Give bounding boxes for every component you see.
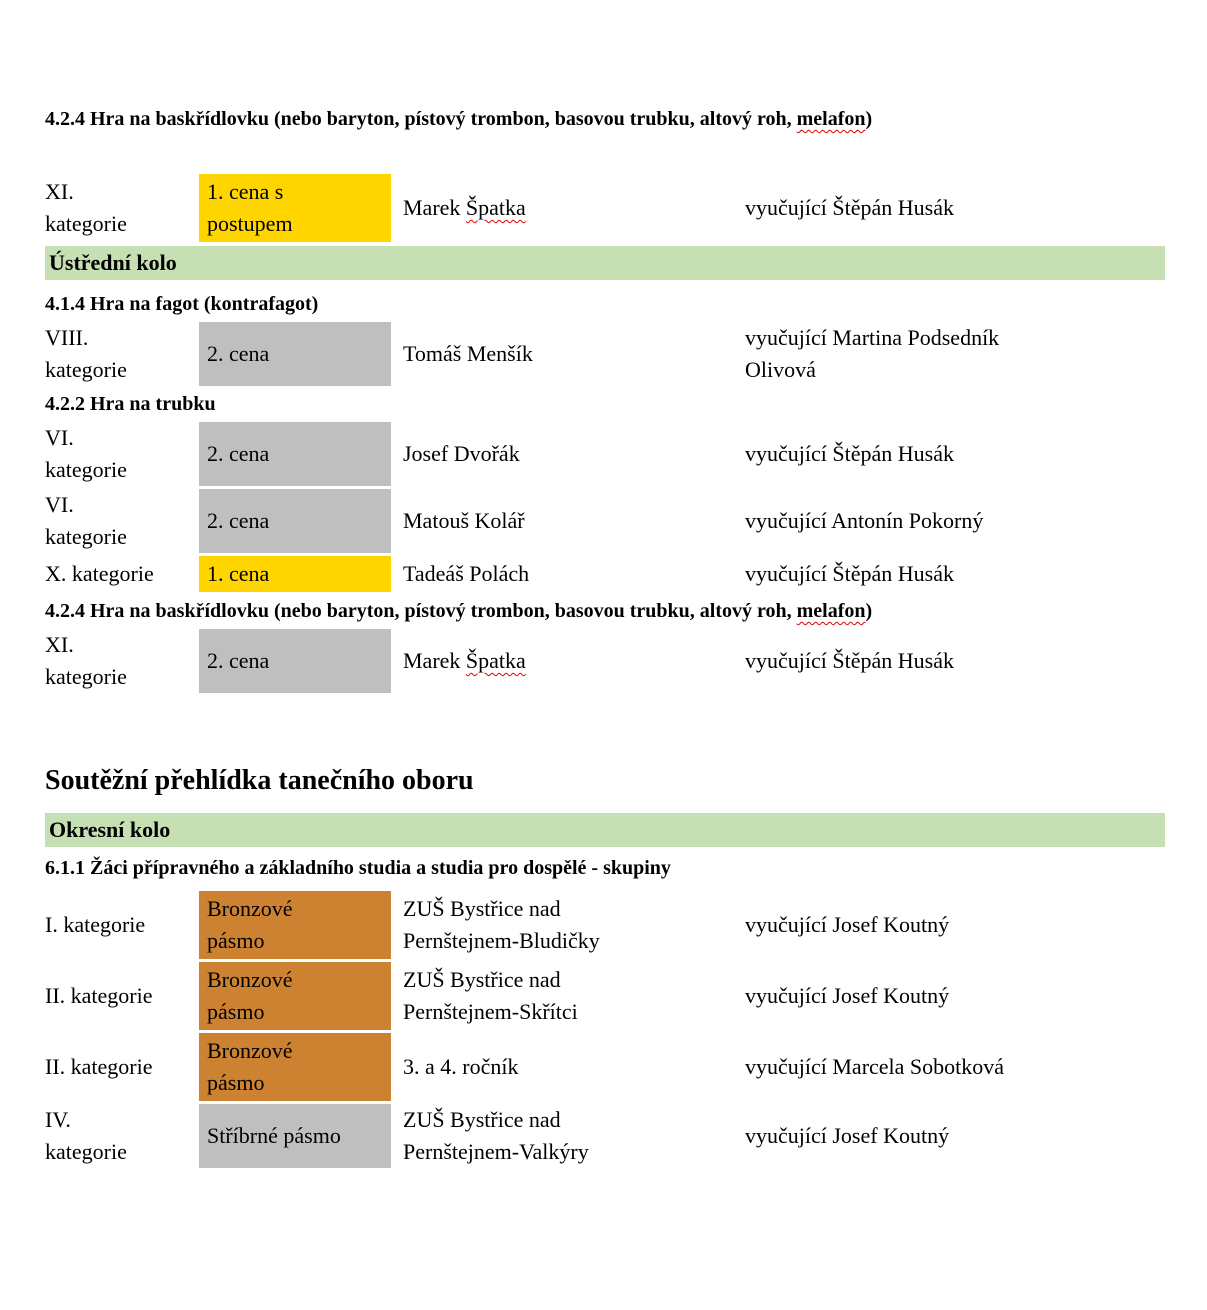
prize-cell: 2. cena — [199, 322, 391, 386]
heading-424-second: 4.2.4 Hra na baskřídlovku (nebo baryton,… — [45, 598, 1165, 624]
prize-highlight: 2. cena — [199, 629, 391, 693]
heading-414: 4.1.4 Hra na fagot (kontrafagot) — [45, 293, 319, 315]
result-row: X. kategorie 1. cena Tadeáš Polách vyuču… — [45, 556, 1165, 592]
heading-text: 4.2.4 Hra na baskřídlovku (nebo baryton,… — [45, 600, 797, 622]
prize-cell: Bronzové pásmo — [199, 962, 391, 1030]
teacher-cell: vyučující Josef Koutný — [745, 912, 950, 937]
name-cell: ZUŠ Bystřice nad Pernštejnem-Valkýry — [403, 1107, 589, 1164]
misspelled-word: Špatka — [465, 648, 526, 673]
prize-highlight: Bronzové pásmo — [199, 962, 391, 1030]
teacher-cell: vyučující Štěpán Husák — [745, 195, 954, 220]
result-row: VIII. kategorie 2. cena Tomáš Menšík vyu… — [45, 322, 1165, 386]
heading-text: ) — [865, 600, 873, 622]
teacher-cell: vyučující Štěpán Husák — [745, 648, 954, 673]
name-text: Marek — [403, 648, 466, 673]
category-cell: VI. kategorie — [45, 492, 127, 549]
misspelled-word: melafon — [796, 108, 866, 130]
prize-highlight: 1. cena — [199, 556, 391, 592]
teacher-cell: vyučující Štěpán Husák — [745, 561, 954, 586]
prize-cell: 2. cena — [199, 422, 391, 486]
prize-highlight: 2. cena — [199, 489, 391, 553]
prize-highlight: 2. cena — [199, 422, 391, 486]
section-title: Soutěžní přehlídka tanečního oboru — [45, 765, 474, 796]
prize-cell: Bronzové pásmo — [199, 891, 391, 959]
category-cell: I. kategorie — [45, 912, 146, 937]
category-cell: IV. kategorie — [45, 1107, 127, 1164]
name-cell: Matouš Kolář — [403, 508, 525, 533]
name-cell: ZUŠ Bystřice nad Pernštejnem-Bludičky — [403, 896, 600, 953]
heading-611: 6.1.1 Žáci přípravného a základního stud… — [45, 857, 671, 879]
name-cell: Marek Špatka — [391, 174, 733, 242]
teacher-cell: vyučující Josef Koutný — [745, 983, 950, 1008]
result-row: II. kategorie Bronzové pásmo ZUŠ Bystřic… — [45, 962, 1165, 1030]
prize-cell: 2. cena — [199, 629, 391, 693]
heading-text: ) — [865, 108, 873, 130]
prize-highlight: Bronzové pásmo — [199, 1033, 391, 1101]
misspelled-word: melafon — [796, 600, 866, 622]
prize-cell: Stříbrné pásmo — [199, 1104, 391, 1168]
prize-highlight: Bronzové pásmo — [199, 891, 391, 959]
category-cell: VIII. kategorie — [45, 325, 127, 382]
prize-cell: 1. cena s postupem — [199, 174, 391, 242]
category-cell: X. kategorie — [45, 561, 154, 586]
result-row: IV. kategorie Stříbrné pásmo ZUŠ Bystřic… — [45, 1104, 1165, 1168]
result-row: VI. kategorie 2. cena Josef Dvořák vyuču… — [45, 422, 1165, 486]
prize-cell: 2. cena — [199, 489, 391, 553]
prize-highlight: Stříbrné pásmo — [199, 1104, 391, 1168]
name-cell: ZUŠ Bystřice nad Pernštejnem-Skřítci — [403, 967, 578, 1024]
teacher-cell: vyučující Martina Podsedník Olivová — [745, 325, 1000, 382]
teacher-cell: vyučující Josef Koutný — [745, 1123, 950, 1148]
result-row: VI. kategorie 2. cena Matouš Kolář vyuču… — [45, 489, 1165, 553]
result-row: I. kategorie Bronzové pásmo ZUŠ Bystřice… — [45, 891, 1165, 959]
prize-cell: 1. cena — [199, 556, 391, 592]
prize-cell: Bronzové pásmo — [199, 1033, 391, 1101]
name-cell: Tadeáš Polách — [403, 561, 530, 586]
prize-highlight: 1. cena s postupem — [199, 174, 391, 242]
round-banner: Okresní kolo — [45, 813, 1165, 847]
name-cell: Marek Špatka — [391, 629, 733, 693]
misspelled-word: Špatka — [465, 195, 526, 220]
result-row: XI. kategorie 2. cena Marek Špatka vyuču… — [45, 629, 1165, 693]
name-cell: 3. a 4. ročník — [403, 1054, 519, 1079]
round-banner: Ústřední kolo — [45, 246, 1165, 280]
prize-highlight: 2. cena — [199, 322, 391, 386]
category-cell: XI. kategorie — [45, 632, 127, 689]
teacher-cell: vyučující Štěpán Husák — [745, 441, 954, 466]
teacher-cell: vyučující Antonín Pokorný — [745, 508, 984, 533]
document-page: 4.2.4 Hra na baskřídlovku (nebo baryton,… — [45, 106, 1165, 1168]
category-cell: XI. kategorie — [45, 179, 127, 236]
name-text: Marek — [403, 195, 466, 220]
name-cell: Tomáš Menšík — [403, 341, 533, 366]
name-cell: Josef Dvořák — [403, 441, 520, 466]
category-cell: VI. kategorie — [45, 425, 127, 482]
heading-422: 4.2.2 Hra na trubku — [45, 393, 216, 415]
heading-424-first: 4.2.4 Hra na baskřídlovku (nebo baryton,… — [45, 106, 1165, 132]
result-row: XI. kategorie 1. cena s postupem Marek Š… — [45, 174, 1165, 242]
category-cell: II. kategorie — [45, 1054, 153, 1079]
result-row: II. kategorie Bronzové pásmo 3. a 4. roč… — [45, 1033, 1165, 1101]
heading-text: 4.2.4 Hra na baskřídlovku (nebo baryton,… — [45, 108, 797, 130]
teacher-cell: vyučující Marcela Sobotková — [745, 1054, 1005, 1079]
category-cell: II. kategorie — [45, 983, 153, 1008]
